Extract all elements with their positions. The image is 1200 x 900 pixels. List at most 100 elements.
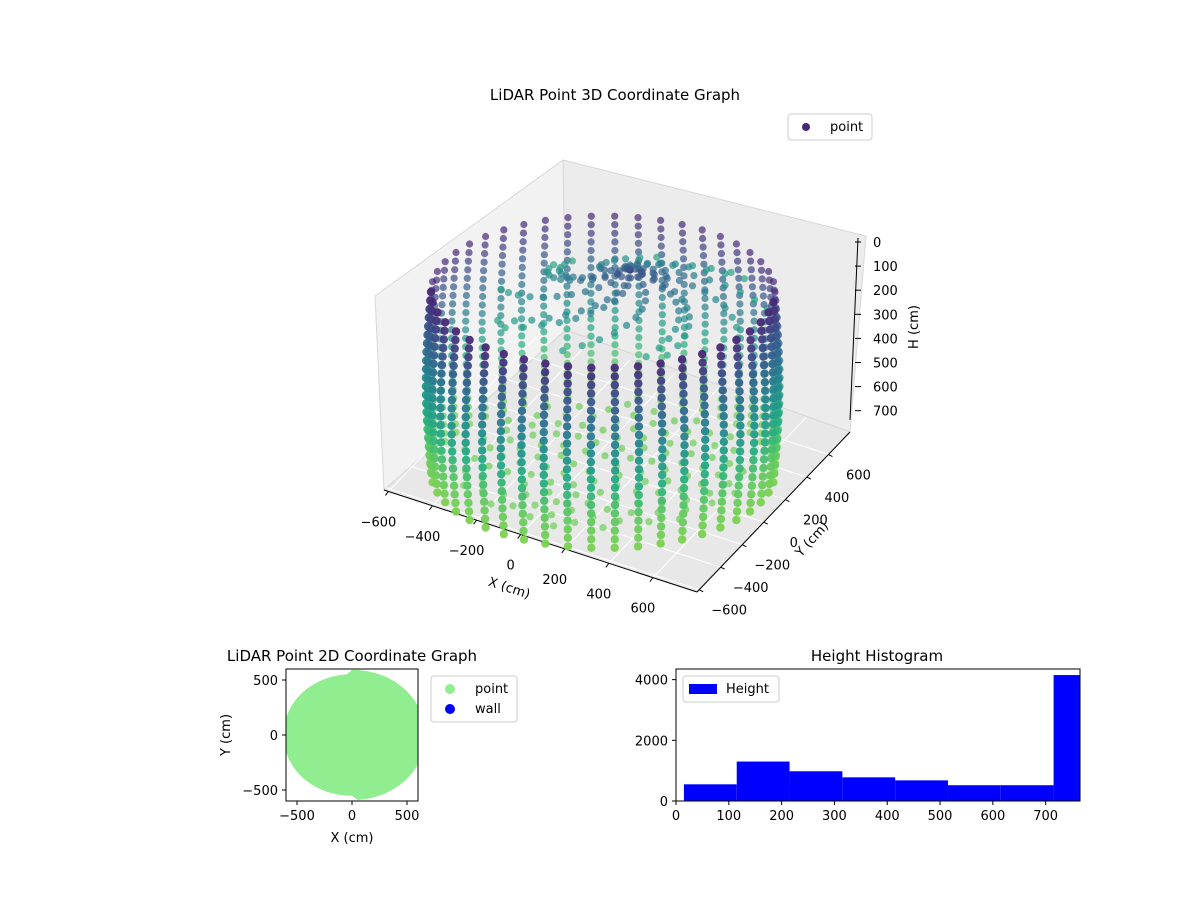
- lidar-point: [539, 436, 548, 445]
- lidar-point: [563, 525, 572, 534]
- lidar-point: [735, 455, 745, 465]
- chart-3d-z-label: H (cm): [907, 305, 922, 349]
- lidar-point: [545, 264, 553, 273]
- lidar-point: [586, 415, 596, 424]
- lidar-point: [519, 355, 529, 364]
- lidar-point: [465, 249, 473, 257]
- lidar-point: [540, 376, 550, 385]
- lidar-point: [675, 268, 683, 277]
- lidar-point: [497, 294, 505, 303]
- lidar-point: [736, 309, 744, 317]
- x-tick: [473, 519, 477, 525]
- chart-2d: LiDAR Point 2D Coordinate Graph −500 0 500…: [219, 647, 518, 846]
- lidar-point: [748, 370, 758, 379]
- lidar-point: [540, 336, 548, 344]
- lidar-point: [759, 463, 768, 473]
- x-tick-label: 600: [980, 809, 1005, 824]
- lidar-point: [679, 255, 688, 263]
- lidar-point: [497, 487, 506, 496]
- lidar-point: [518, 349, 526, 357]
- lidar-point: [680, 449, 689, 458]
- lidar-point: [439, 335, 448, 344]
- lidar-point: [645, 518, 653, 526]
- lidar-point: [540, 505, 549, 514]
- lidar-point: [746, 248, 754, 257]
- lidar-point: [634, 507, 643, 517]
- y-tick: [806, 476, 812, 480]
- lidar-point: [733, 323, 741, 331]
- lidar-point: [450, 274, 458, 282]
- lidar-point: [518, 340, 526, 349]
- lidar-point: [480, 258, 488, 266]
- lidar-point: [683, 304, 691, 312]
- lidar-point: [766, 334, 775, 343]
- lidar-point: [479, 292, 487, 301]
- lidar-point: [769, 385, 778, 394]
- lidar-point: [677, 355, 687, 364]
- lidar-point: [735, 274, 743, 282]
- lidar-point: [663, 351, 671, 359]
- lidar-point: [518, 501, 527, 510]
- lidar-point: [428, 368, 438, 377]
- lidar-point: [679, 483, 689, 493]
- lidar-point: [656, 522, 666, 531]
- lidar-point: [587, 309, 595, 317]
- lidar-point: [433, 488, 442, 497]
- lidar-point: [699, 384, 709, 393]
- lidar-point: [675, 316, 683, 324]
- lidar-point: [497, 303, 505, 311]
- lidar-point: [497, 329, 505, 337]
- lidar-point: [685, 313, 694, 321]
- lidar-point: [563, 533, 572, 542]
- lidar-point: [587, 315, 595, 323]
- lidar-point: [428, 402, 437, 411]
- lidar-point: [634, 231, 642, 239]
- lidar-point: [429, 351, 439, 360]
- lidar-point: [499, 234, 507, 243]
- lidar-point: [462, 387, 471, 396]
- lidar-point: [639, 280, 647, 289]
- lidar-point: [701, 320, 709, 328]
- lidar-point: [665, 335, 673, 343]
- lidar-point: [498, 367, 508, 376]
- lidar-point: [563, 490, 572, 500]
- lidar-point: [700, 461, 710, 470]
- lidar-point: [680, 458, 689, 467]
- lidar-point: [518, 298, 526, 306]
- lidar-point: [436, 403, 445, 413]
- lidar-point: [680, 466, 689, 476]
- lidar-point: [478, 327, 486, 335]
- lidar-point: [735, 404, 745, 413]
- lidar-point: [478, 446, 487, 455]
- lidar-point: [648, 457, 656, 465]
- lidar-point: [437, 369, 446, 378]
- lidar-point: [462, 317, 470, 325]
- x-tick: [649, 577, 654, 582]
- lidar-point: [572, 491, 580, 499]
- lidar-point: [574, 432, 583, 440]
- x-tick-label: 100: [716, 809, 741, 824]
- x-tick: [385, 491, 389, 496]
- lidar-point: [439, 283, 447, 291]
- lidar-point: [541, 359, 550, 368]
- lidar-point: [541, 539, 550, 548]
- lidar-point: [461, 455, 471, 465]
- lidar-point: [449, 291, 457, 299]
- lidar-point: [701, 444, 710, 453]
- lidar-point: [638, 268, 646, 276]
- chart-3d-title: LiDAR Point 3D Coordinate Graph: [490, 86, 740, 104]
- lidar-point: [701, 337, 709, 345]
- grid-line: [407, 464, 721, 568]
- lidar-point: [438, 463, 447, 473]
- lidar-point: [760, 301, 768, 309]
- lidar-point: [769, 402, 778, 411]
- lidar-point: [610, 535, 619, 544]
- lidar-point: [610, 329, 619, 337]
- lidar-point: [700, 392, 709, 402]
- lidar-point: [563, 516, 572, 525]
- lidar-point: [447, 438, 457, 448]
- lidar-point: [700, 469, 709, 479]
- lidar-point: [463, 274, 471, 282]
- lidar-point: [587, 349, 595, 357]
